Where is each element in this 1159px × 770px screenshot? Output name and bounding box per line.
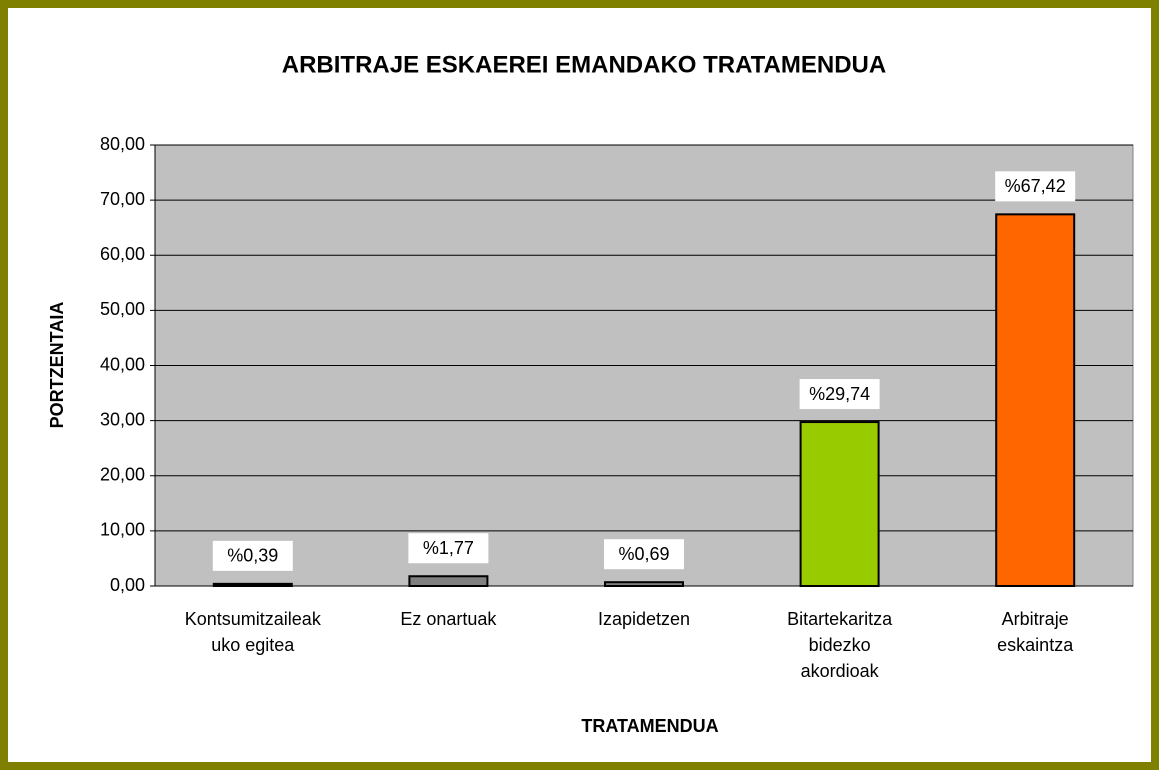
data-label: %67,42 <box>1005 176 1066 196</box>
y-tick-label: 20,00 <box>100 465 145 485</box>
bar <box>604 581 684 587</box>
y-tick-label: 70,00 <box>100 189 145 209</box>
y-tick-label: 50,00 <box>100 299 145 319</box>
data-label-box <box>212 540 293 571</box>
x-tick-label: Ez onartuak <box>400 609 497 629</box>
x-tick-label: Arbitraje eskaintza <box>997 609 1074 655</box>
y-tick-label: 60,00 <box>100 244 145 264</box>
bar <box>995 213 1076 587</box>
data-label: %1,77 <box>423 538 474 558</box>
data-label: %0,39 <box>227 546 278 566</box>
data-label-box <box>408 533 489 564</box>
bar <box>212 582 293 587</box>
y-tick-label: 30,00 <box>100 409 145 429</box>
y-tick-label: 80,00 <box>100 134 145 154</box>
x-tick-label: Bitartekaritza bidezko akordioak <box>787 609 893 681</box>
y-tick-label: 0,00 <box>110 575 145 595</box>
chart-title: ARBITRAJE ESKAEREI EMANDAKO TRATAMENDUA <box>282 51 886 78</box>
data-label-box <box>799 379 880 410</box>
data-label-box <box>604 539 684 570</box>
y-tick-label: 10,00 <box>100 520 145 540</box>
x-tick-label: Izapidetzen <box>597 609 691 629</box>
x-axis-title: TRATAMENDUA <box>581 716 718 736</box>
data-label: %29,74 <box>809 384 870 404</box>
data-label: %0,69 <box>618 544 669 564</box>
y-tick-label: 40,00 <box>100 354 145 374</box>
y-axis-title: PORTZENTAIA <box>47 302 67 429</box>
bar <box>799 421 880 588</box>
bar <box>408 575 489 587</box>
x-tick-label: Kontsumitzaileak uko egitea <box>184 609 321 655</box>
data-label-box <box>995 171 1076 202</box>
